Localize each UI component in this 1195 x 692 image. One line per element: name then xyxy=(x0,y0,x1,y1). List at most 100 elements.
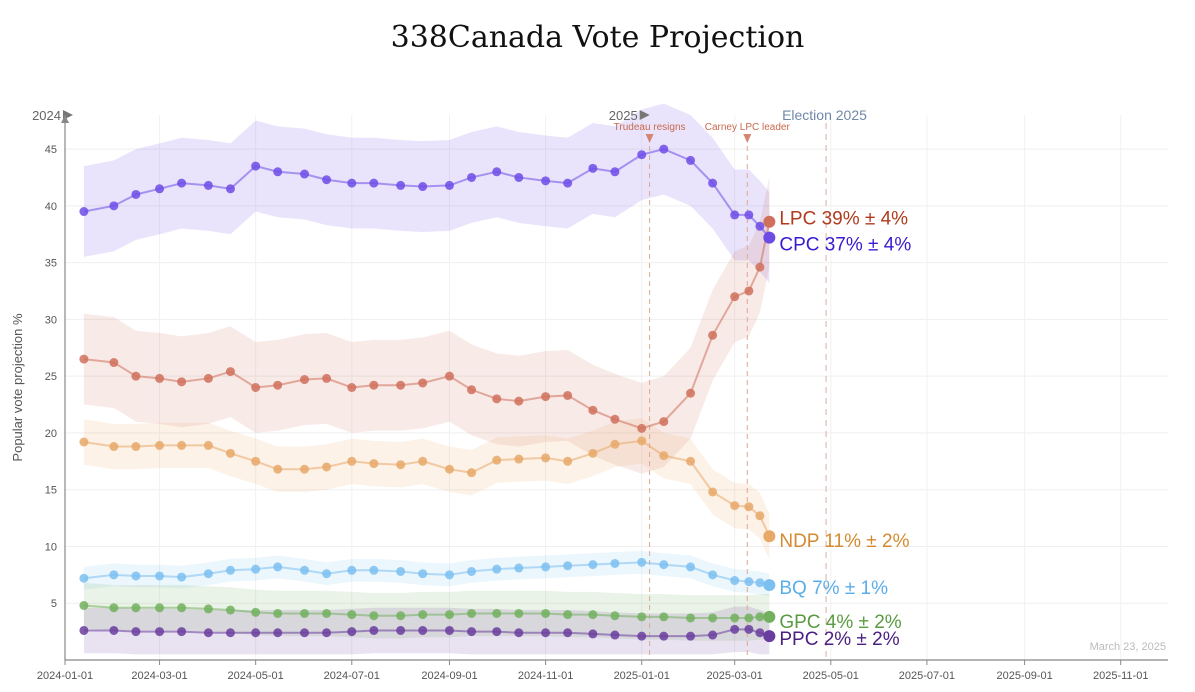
point-ppc xyxy=(659,631,669,641)
point-bq xyxy=(755,578,765,588)
point-gpc xyxy=(444,610,454,620)
end-label-ndp: NDP 11% ± 2% xyxy=(779,531,909,552)
end-label-lpc: LPC 39% ± 4% xyxy=(779,209,908,230)
year-marker-label: 2025 xyxy=(609,108,638,123)
point-ndp xyxy=(467,468,477,478)
y-tick-label: 25 xyxy=(45,371,57,383)
point-bq xyxy=(273,562,283,572)
event-label: Trudeau resigns xyxy=(614,122,686,133)
point-ndp xyxy=(492,455,502,465)
x-tick-label: 2024-01-01 xyxy=(37,670,93,682)
band-cpc xyxy=(83,103,770,284)
band-ndp xyxy=(83,418,770,559)
point-gpc xyxy=(273,608,283,618)
point-ppc xyxy=(563,628,573,638)
point-bq xyxy=(659,560,669,570)
point-ppc xyxy=(492,627,502,637)
point-gpc xyxy=(203,604,213,614)
year-marker-arrow xyxy=(639,110,650,120)
point-gpc xyxy=(369,611,379,621)
point-ndp xyxy=(273,464,283,474)
point-ndp xyxy=(109,442,119,452)
point-lpc xyxy=(563,390,573,400)
point-cpc xyxy=(744,210,754,220)
point-ppc xyxy=(396,625,406,635)
point-lpc xyxy=(203,373,213,383)
point-gpc xyxy=(492,608,502,618)
point-cpc xyxy=(131,189,141,199)
event-arrow xyxy=(645,134,654,143)
y-axis-arrow xyxy=(61,115,69,123)
point-ndp xyxy=(563,456,573,466)
point-ndp xyxy=(763,530,776,543)
point-bq xyxy=(177,572,187,582)
point-bq xyxy=(155,571,165,581)
point-ndp xyxy=(418,456,428,466)
point-ndp xyxy=(79,437,89,447)
point-ppc xyxy=(444,625,454,635)
point-cpc xyxy=(369,178,379,188)
point-cpc xyxy=(155,184,165,194)
point-gpc xyxy=(744,613,754,623)
point-gpc xyxy=(755,612,765,622)
axes: 5 10 15 20 25 30 35 40 45 2024-01-01 2024-03-01 202… xyxy=(37,115,1168,682)
point-ppc xyxy=(686,631,696,641)
point-lpc xyxy=(637,423,647,433)
end-label-cpc: CPC 37% ± 4% xyxy=(779,235,911,256)
point-ppc xyxy=(109,625,119,635)
point-bq xyxy=(686,562,696,572)
point-lpc xyxy=(763,215,776,228)
point-gpc xyxy=(155,603,165,613)
point-cpc xyxy=(686,155,696,165)
band-lpc xyxy=(83,176,770,474)
point-ppc xyxy=(588,629,598,639)
point-bq xyxy=(514,563,524,573)
point-ppc xyxy=(347,627,357,637)
point-bq xyxy=(563,561,573,571)
point-bq xyxy=(541,562,551,572)
point-ndp xyxy=(708,487,718,497)
point-ndp xyxy=(251,456,261,466)
point-ppc xyxy=(610,630,620,640)
point-lpc xyxy=(686,388,696,398)
point-ndp xyxy=(637,436,647,446)
point-gpc xyxy=(637,612,647,622)
point-lpc xyxy=(730,292,740,302)
point-cpc xyxy=(708,178,718,188)
point-ndp xyxy=(588,448,598,458)
point-cpc xyxy=(659,144,669,154)
x-tick-label: 2025-07-01 xyxy=(899,670,955,682)
point-bq xyxy=(203,569,213,579)
point-gpc xyxy=(79,601,89,610)
point-lpc xyxy=(492,394,502,404)
point-cpc xyxy=(109,201,119,211)
point-lpc xyxy=(322,373,332,383)
point-bq xyxy=(588,560,598,570)
point-gpc xyxy=(686,613,696,623)
y-axis-label: Popular vote projection % xyxy=(10,313,25,462)
point-cpc xyxy=(563,178,573,188)
point-cpc xyxy=(322,175,332,185)
year-marker-label: 2024 xyxy=(32,108,61,123)
point-lpc xyxy=(273,380,283,390)
x-tick-label: 2024-05-01 xyxy=(228,670,284,682)
x-tick-label: 2025-05-01 xyxy=(803,670,859,682)
point-ppc xyxy=(467,627,477,637)
y-tick-label: 10 xyxy=(45,541,57,553)
series-end-labels: CPC 37% ± 4% LPC 39% ± 4% NDP 11% ± 2% BQ 7… xyxy=(779,209,911,650)
point-ppc xyxy=(131,627,141,637)
point-cpc xyxy=(79,207,89,217)
point-ppc xyxy=(744,624,754,634)
point-ndp xyxy=(444,464,454,474)
point-ppc xyxy=(322,628,332,638)
point-lpc xyxy=(251,383,261,392)
x-tick-label: 2024-03-01 xyxy=(131,670,187,682)
point-gpc xyxy=(131,603,141,613)
event-arrow xyxy=(743,134,752,143)
point-gpc xyxy=(730,613,740,623)
point-ppc xyxy=(155,627,165,637)
point-ndp xyxy=(369,459,379,469)
point-gpc xyxy=(563,610,573,620)
point-lpc xyxy=(347,383,357,392)
point-lpc xyxy=(744,286,754,296)
